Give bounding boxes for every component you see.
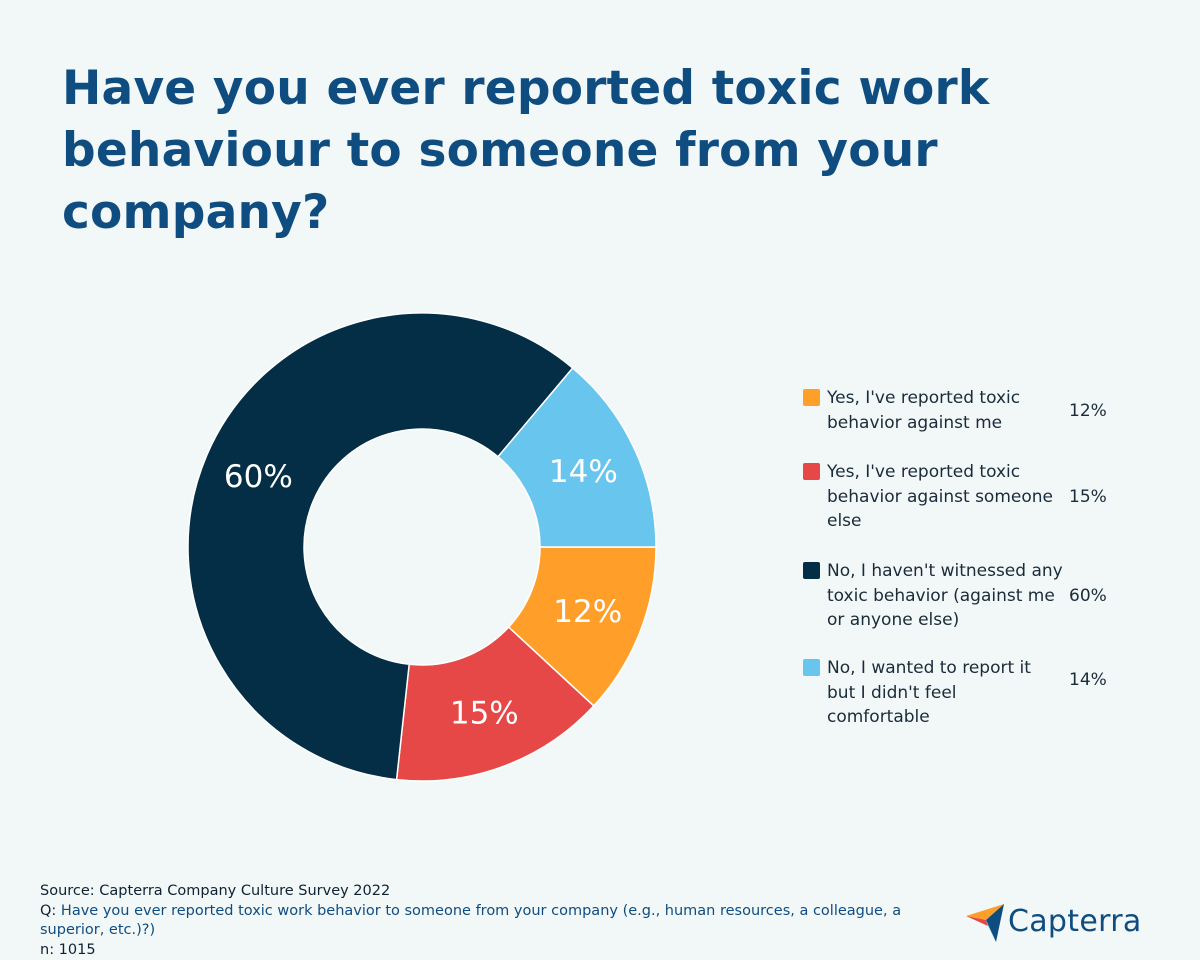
capterra-logo-text: Capterra bbox=[1008, 904, 1142, 939]
question-prefix: Q: bbox=[40, 902, 61, 919]
legend-label-4: No, I wanted to report it but I didn't f… bbox=[827, 658, 1031, 727]
question-text: Have you ever reported toxic work behavi… bbox=[40, 902, 902, 939]
legend-label-2: Yes, I've reported toxic behavior agains… bbox=[827, 462, 1053, 531]
slice-label-4: 14% bbox=[549, 454, 618, 490]
donut-slice-2 bbox=[395, 626, 595, 782]
legend-swatch-3 bbox=[803, 562, 820, 579]
source-note: Source: Capterra Company Culture Survey … bbox=[40, 883, 391, 899]
slice-label-3: 60% bbox=[224, 459, 293, 495]
legend-value-1: 12% bbox=[1069, 401, 1107, 421]
legend-swatch-4 bbox=[803, 659, 820, 676]
donut-slice-3 bbox=[187, 312, 574, 781]
donut-slices bbox=[187, 312, 657, 782]
capterra-logo-icon bbox=[966, 904, 1004, 942]
legend-swatch-1 bbox=[803, 389, 820, 406]
legend-label-1: Yes, I've reported toxic behavior agains… bbox=[827, 388, 1021, 433]
chart-title: Have you ever reported toxic work behavi… bbox=[62, 61, 990, 240]
legend-value-4: 14% bbox=[1069, 670, 1107, 690]
legend-label-3: No, I haven't witnessed any toxic behavi… bbox=[827, 561, 1063, 630]
legend-swatch-2 bbox=[803, 463, 820, 480]
legend-value-2: 15% bbox=[1069, 487, 1107, 507]
footer-notes: Source: Capterra Company Culture Survey … bbox=[40, 882, 940, 960]
legend-value-3: 60% bbox=[1069, 586, 1107, 606]
question-note: Q: Have you ever reported toxic work beh… bbox=[40, 902, 940, 941]
donut-slice-4 bbox=[496, 366, 657, 548]
slice-label-1: 12% bbox=[553, 594, 622, 630]
sample-size-note: n: 1015 bbox=[40, 941, 96, 958]
slice-label-2: 15% bbox=[450, 696, 519, 732]
capterra-logo: Capterra bbox=[966, 900, 1166, 944]
donut-slice-labels: 12% 15% 60% 14% bbox=[224, 454, 622, 732]
